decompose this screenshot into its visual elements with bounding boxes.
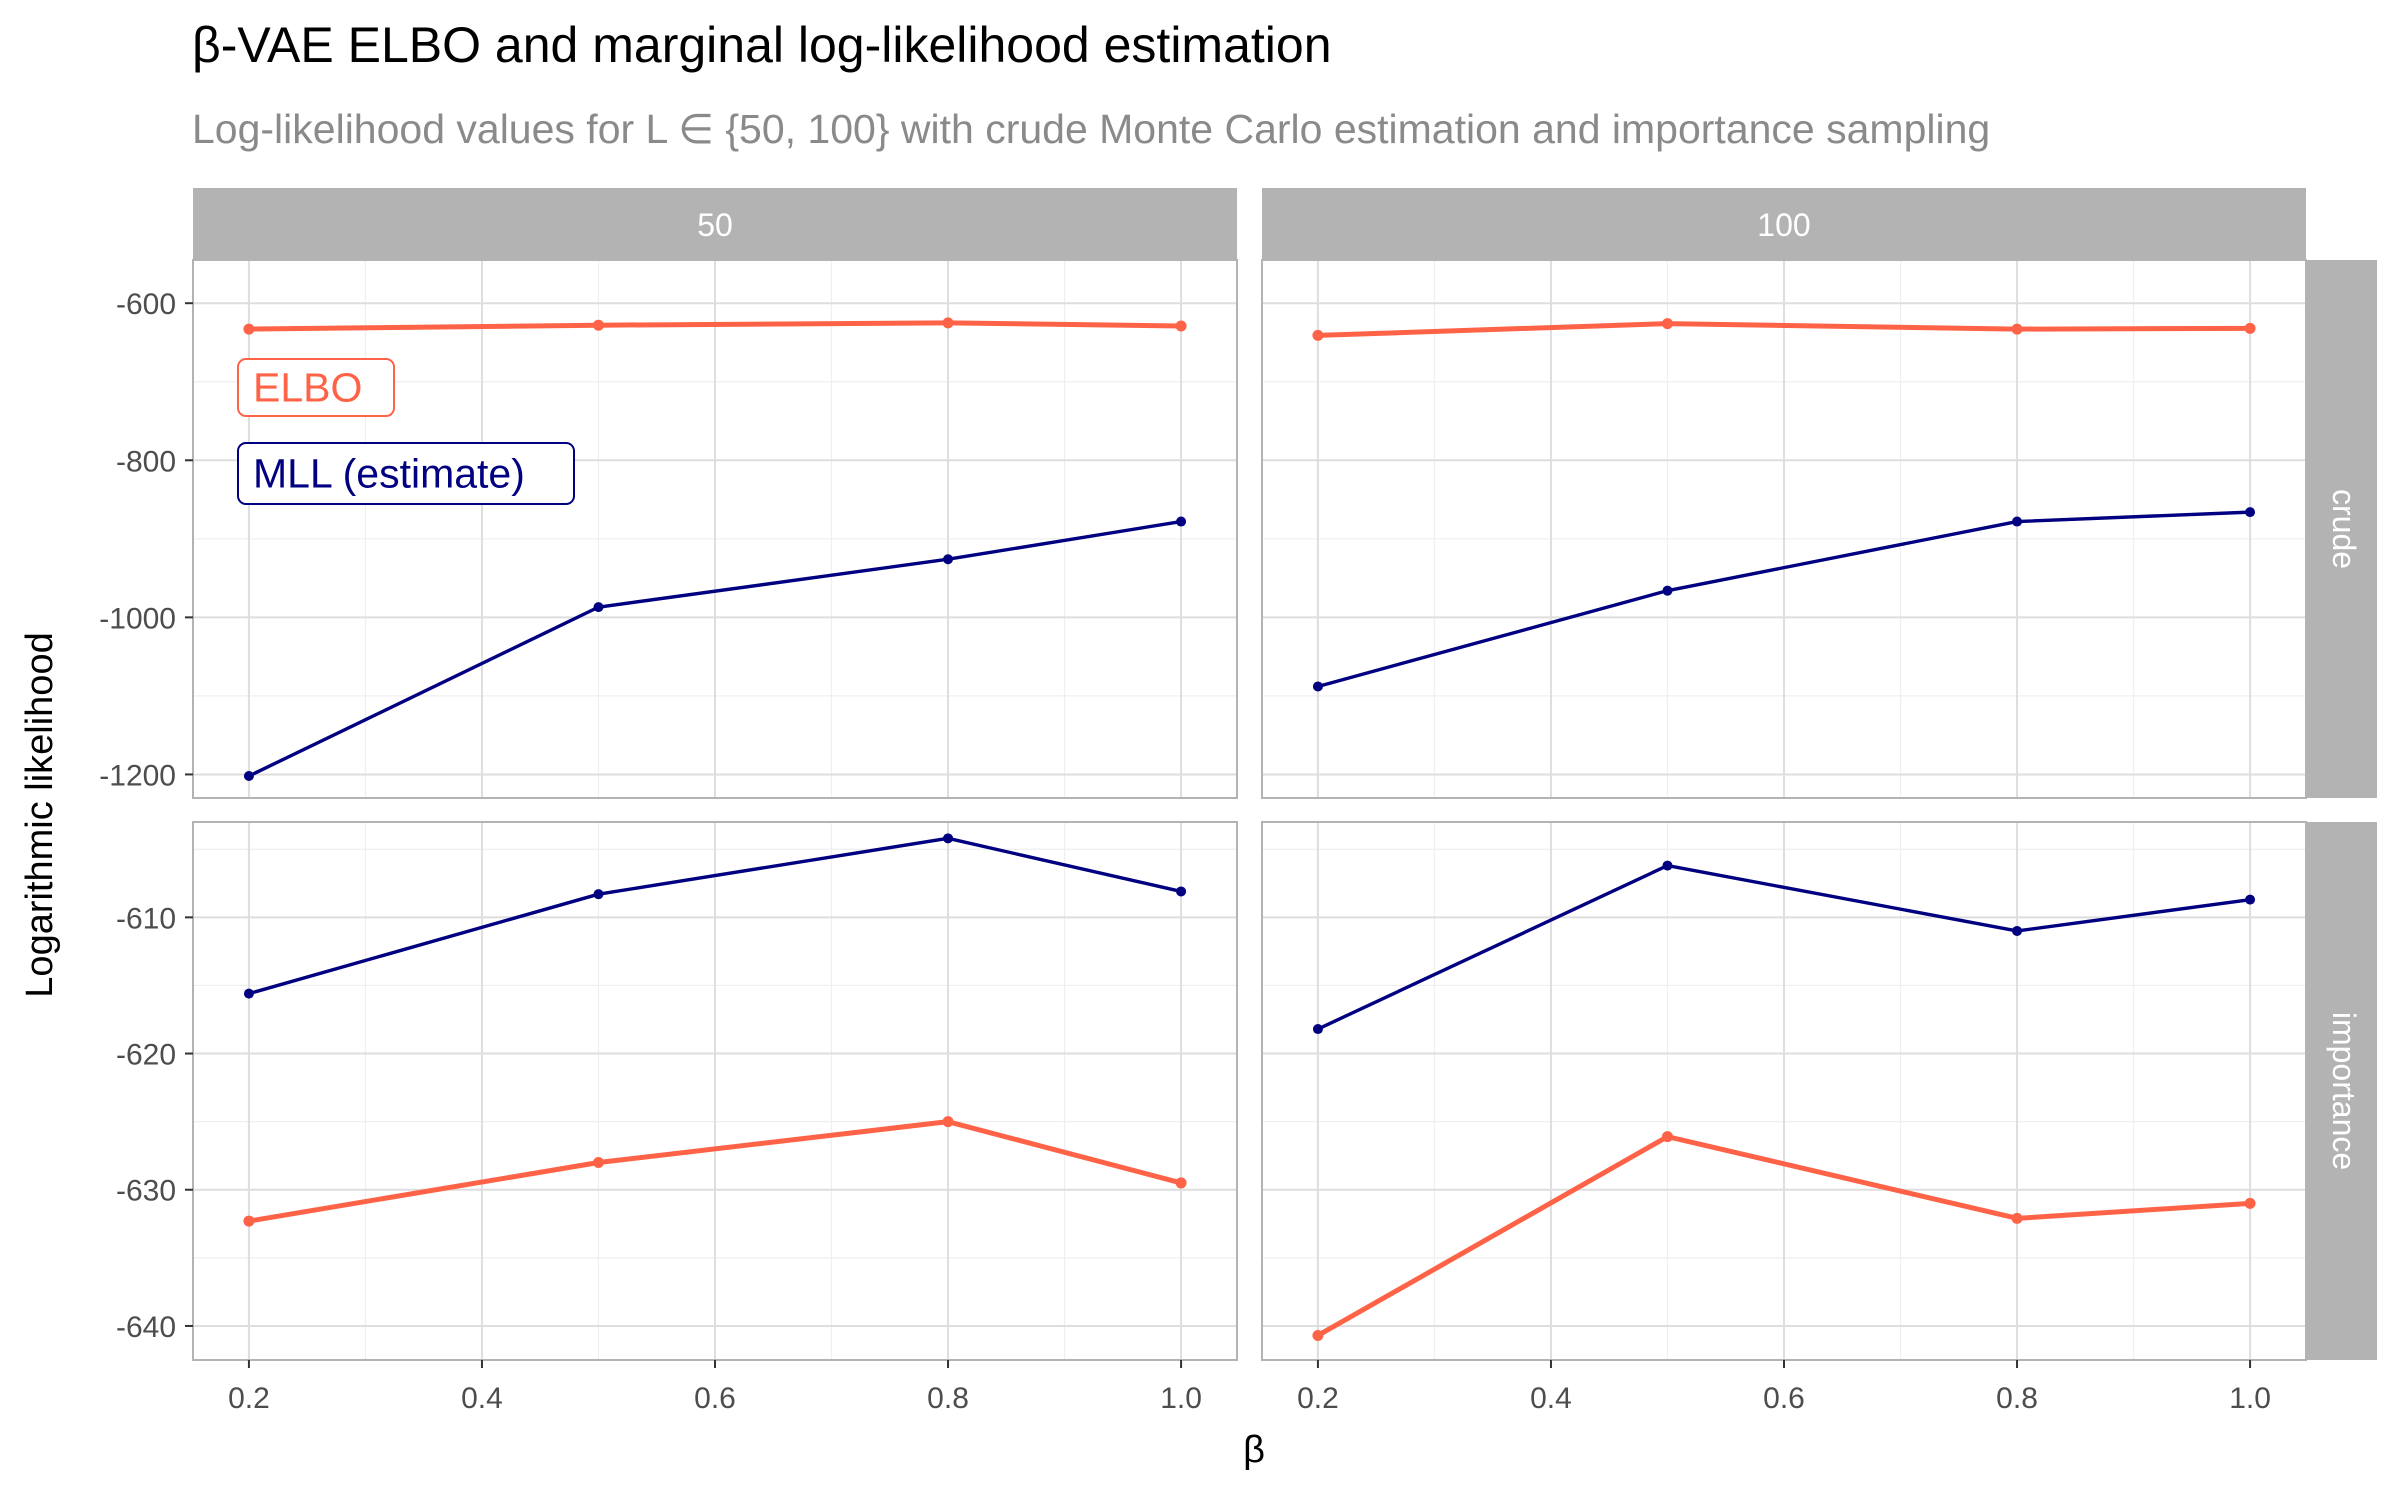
x-tick-label: 0.6 (1763, 1382, 1805, 1415)
legend-label: ELBO (253, 365, 362, 411)
data-point-elbo (592, 319, 604, 331)
x-tick-label: 0.4 (461, 1382, 503, 1415)
data-point-elbo (942, 317, 954, 329)
panel-border (192, 259, 1238, 799)
x-tick-label: 0.8 (1996, 1382, 2038, 1415)
data-point-mll (1662, 860, 1673, 871)
panel-importance-50 (192, 821, 1238, 1361)
data-point-elbo (2244, 322, 2256, 334)
facet-label-col: 100 (1757, 207, 1810, 243)
x-tick-label: 0.6 (694, 1382, 736, 1415)
data-point-elbo (2011, 1212, 2023, 1224)
panel-border (1261, 259, 2307, 799)
y-tick-label: -1200 (99, 759, 176, 792)
facet-strip-row-crude (2306, 260, 2377, 798)
legend-box-mll (237, 442, 575, 505)
y-axis-title: Logarithmic likelihood (19, 632, 61, 997)
series-line-mll (1317, 510, 2251, 689)
series-line-mll (248, 836, 1182, 996)
data-point-mll (943, 833, 954, 844)
x-tick-label: 1.0 (2229, 1382, 2271, 1415)
data-point-elbo (2011, 323, 2023, 335)
facet-panels: 50 100 crude -600 -800 -1000 -1200 importance -6… (99, 188, 2377, 1415)
series-line-elbo (1316, 1134, 2251, 1338)
x-tick-label: 0.2 (228, 1382, 270, 1415)
y-tick-label: -800 (116, 445, 176, 478)
chart-title: β-VAE ELBO and marginal log-likelihood e… (192, 17, 1332, 73)
x-tick-label: 0.8 (927, 1382, 969, 1415)
facet-label-row: crude (2326, 489, 2362, 569)
data-point-elbo (1312, 1329, 1324, 1341)
data-point-elbo (243, 323, 255, 335)
x-tick-label: 0.4 (1530, 1382, 1572, 1415)
facet-strip-col-50 (193, 188, 1237, 260)
data-point-elbo (942, 1116, 954, 1128)
data-point-mll (243, 771, 254, 782)
data-point-elbo (243, 1215, 255, 1227)
data-point-elbo (1175, 320, 1187, 332)
data-point-elbo (2244, 1197, 2256, 1209)
data-point-mll (243, 988, 254, 999)
legend-label: MLL (estimate) (253, 451, 525, 497)
x-tick-label: 0.2 (1297, 1382, 1339, 1415)
data-point-elbo (1312, 329, 1324, 341)
facet-strip-col-100 (1262, 188, 2306, 260)
legend: ELBO MLL (estimate) (237, 358, 575, 505)
panel-crude-50 (192, 259, 1238, 799)
facet-label-row: importance (2326, 1012, 2362, 1170)
data-point-mll (2012, 925, 2023, 936)
data-point-mll (2245, 507, 2256, 518)
series-line-elbo (248, 320, 1182, 332)
series-line-mll (248, 519, 1182, 778)
series-line-elbo (1317, 321, 2251, 338)
data-point-elbo (1661, 1131, 1673, 1143)
y-tick-label: -600 (116, 288, 176, 321)
data-point-mll (943, 554, 954, 565)
x-axis-title: β (1243, 1429, 1265, 1471)
panel-importance-100 (1261, 821, 2307, 1361)
y-tick-label: -1000 (99, 602, 176, 635)
legend-box-elbo (237, 358, 395, 417)
data-point-mll (2012, 516, 2023, 527)
series-line-mll (1317, 863, 2251, 1031)
data-point-mll (1176, 886, 1187, 897)
data-point-mll (2245, 894, 2256, 905)
data-point-elbo (1661, 318, 1673, 330)
y-tick-label: -640 (116, 1311, 176, 1344)
facet-label-col: 50 (697, 207, 733, 243)
data-point-mll (1662, 585, 1673, 596)
y-tick-label: -610 (116, 902, 176, 935)
data-point-mll (1176, 516, 1187, 527)
y-tick-label: -620 (116, 1039, 176, 1072)
x-tick-label: 1.0 (1160, 1382, 1202, 1415)
data-point-elbo (1175, 1177, 1187, 1189)
data-point-elbo (592, 1157, 604, 1169)
panel-crude-100 (1261, 259, 2307, 799)
data-point-mll (593, 889, 604, 900)
data-point-mll (1312, 1024, 1323, 1035)
data-point-mll (1312, 681, 1323, 692)
chart-subtitle: Log-likelihood values for L ∈ {50, 100} … (192, 106, 1990, 152)
data-point-mll (593, 602, 604, 613)
series-line-elbo (248, 1119, 1182, 1224)
facet-strip-row-importance (2306, 822, 2377, 1360)
y-tick-label: -630 (116, 1175, 176, 1208)
